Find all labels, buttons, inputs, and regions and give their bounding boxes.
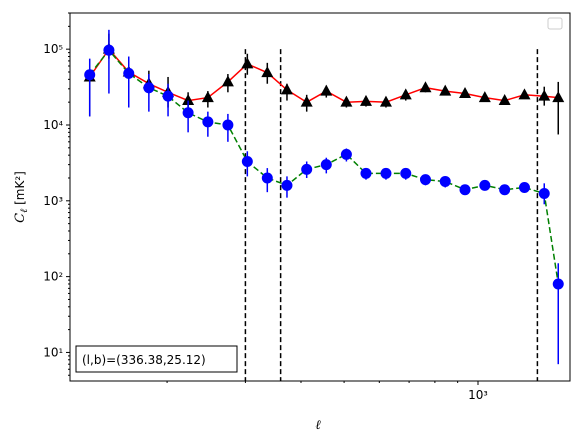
circle-marker	[84, 69, 96, 81]
triangle-marker	[518, 88, 531, 100]
series-1	[84, 29, 564, 365]
circle-marker	[103, 44, 115, 56]
circle-marker	[400, 167, 412, 179]
circle-marker	[320, 159, 332, 171]
triangle-marker	[300, 95, 313, 107]
circle-marker	[479, 179, 491, 191]
triangle-marker	[478, 91, 491, 103]
x-axis-label: ℓ	[315, 418, 321, 433]
axes-frame	[69, 12, 571, 382]
circle-marker	[301, 163, 313, 175]
annotation-text: (l,b)=(336.38,25.12)	[82, 353, 206, 367]
circle-marker	[143, 82, 155, 94]
circle-marker	[552, 278, 564, 290]
triangle-marker	[399, 88, 412, 100]
circle-marker	[360, 167, 372, 179]
y-tick-label: 10¹	[43, 345, 63, 359]
circle-marker	[518, 181, 530, 193]
plot-area	[83, 29, 565, 381]
circle-marker	[340, 148, 352, 160]
triangle-marker	[538, 89, 551, 101]
circle-marker	[222, 119, 234, 131]
circle-marker	[182, 107, 194, 119]
x-tick-label: 10³	[468, 388, 488, 402]
triangle-marker	[201, 91, 214, 103]
triangle-marker	[419, 81, 432, 93]
legend-box	[547, 17, 563, 30]
circle-marker	[499, 184, 511, 196]
circle-marker	[241, 155, 253, 167]
triangle-marker	[241, 57, 254, 69]
triangle-marker	[359, 94, 372, 106]
triangle-marker	[459, 87, 472, 99]
triangle-marker	[320, 84, 333, 96]
triangle-marker	[379, 95, 392, 107]
circle-marker	[123, 67, 135, 79]
y-tick-label: 10²	[43, 270, 63, 284]
axes: 10¹ 10² 10³ 10⁴ 10⁵ 10³	[43, 12, 488, 402]
triangle-marker	[182, 94, 195, 106]
y-tick-label: 10⁴	[43, 118, 63, 132]
circle-marker	[261, 172, 273, 184]
triangle-marker	[340, 95, 353, 107]
circle-marker	[439, 175, 451, 187]
triangle-marker	[439, 84, 452, 96]
triangle-marker	[552, 91, 565, 103]
circle-marker	[538, 187, 550, 199]
circle-marker	[281, 179, 293, 191]
triangle-marker	[498, 94, 511, 106]
y-tick-label: 10⁵	[43, 42, 63, 56]
circle-marker	[202, 116, 214, 128]
circle-marker	[380, 167, 392, 179]
circle-marker	[419, 174, 431, 186]
annotation-box: (l,b)=(336.38,25.12)	[75, 345, 238, 373]
circle-marker	[162, 90, 174, 102]
triangle-marker	[261, 66, 274, 78]
y-axis-label: Cℓ [mK²]	[13, 171, 30, 223]
y-tick-label: 10³	[43, 194, 63, 208]
triangle-marker	[280, 83, 293, 95]
circle-marker	[459, 184, 471, 196]
triangle-marker	[221, 75, 234, 87]
